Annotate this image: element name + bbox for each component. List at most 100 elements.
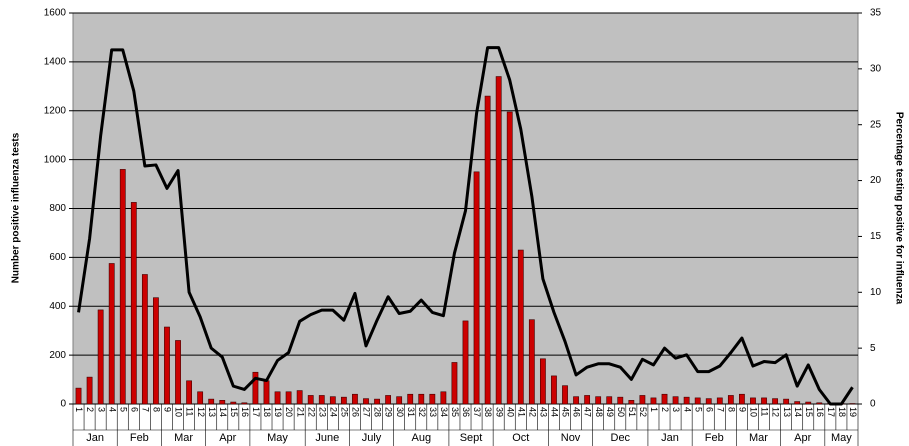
month-label: Sept bbox=[460, 432, 483, 444]
bar bbox=[551, 375, 557, 405]
y-tick-label: 200 bbox=[49, 350, 66, 361]
bar bbox=[573, 396, 579, 405]
y-tick-label: 800 bbox=[49, 203, 66, 214]
bar bbox=[186, 380, 192, 405]
x-tick-label: 40 bbox=[505, 407, 515, 417]
x-tick-label: 33 bbox=[428, 407, 438, 417]
bar bbox=[208, 398, 215, 405]
bar bbox=[539, 358, 546, 405]
x-tick-label: 16 bbox=[815, 407, 825, 417]
x-tick-label: 14 bbox=[793, 407, 803, 417]
bar bbox=[606, 396, 613, 405]
x-tick-label: 8 bbox=[726, 407, 736, 412]
bar bbox=[363, 398, 369, 405]
x-tick-label: 1 bbox=[649, 407, 659, 412]
y-tick-label: 400 bbox=[49, 301, 66, 312]
bar bbox=[263, 380, 270, 405]
bar bbox=[219, 400, 226, 405]
x-tick-label: 19 bbox=[848, 407, 858, 417]
y-tick-label: 1200 bbox=[44, 105, 67, 116]
x-tick-label: 15 bbox=[229, 407, 239, 417]
bar bbox=[739, 393, 745, 405]
bar bbox=[761, 397, 767, 405]
x-tick-label: 18 bbox=[837, 407, 847, 417]
bar bbox=[451, 362, 458, 405]
x-tick-label: 27 bbox=[362, 407, 372, 417]
bar bbox=[495, 76, 502, 405]
x-tick-label: 12 bbox=[771, 407, 781, 417]
x-tick-label: 25 bbox=[340, 407, 350, 417]
bar bbox=[484, 95, 491, 405]
x-tick-label: 31 bbox=[406, 407, 416, 417]
x-tick-label: 32 bbox=[417, 407, 427, 417]
x-tick-label: 50 bbox=[616, 407, 626, 417]
x-tick-label: 3 bbox=[671, 407, 681, 412]
x-tick-label: 49 bbox=[605, 407, 615, 417]
bar bbox=[141, 274, 148, 405]
x-tick-label: 20 bbox=[284, 407, 294, 417]
y2-tick-label: 30 bbox=[870, 63, 882, 74]
x-tick-label: 17 bbox=[826, 407, 836, 417]
x-tick-label: 13 bbox=[782, 407, 792, 417]
bar bbox=[274, 391, 281, 405]
month-label: Apr bbox=[794, 432, 811, 444]
bar bbox=[230, 401, 237, 405]
x-tick-label: 4 bbox=[682, 407, 692, 412]
bar bbox=[683, 396, 690, 405]
bar bbox=[672, 396, 679, 405]
x-tick-label: 44 bbox=[550, 407, 560, 417]
bar bbox=[440, 391, 447, 405]
bar bbox=[783, 398, 790, 405]
month-label: Mar bbox=[749, 432, 768, 444]
y-tick-label: 1000 bbox=[44, 154, 67, 165]
x-tick-label: 43 bbox=[539, 407, 549, 417]
bar bbox=[307, 395, 314, 405]
month-label: Nov bbox=[561, 432, 581, 444]
x-tick-label: 15 bbox=[804, 407, 814, 417]
month-label: Feb bbox=[705, 432, 724, 444]
x-tick-label: 9 bbox=[163, 407, 173, 412]
x-tick-label: 16 bbox=[240, 407, 250, 417]
bar bbox=[241, 402, 248, 405]
y2-tick-label: 35 bbox=[870, 8, 882, 19]
month-label: Oct bbox=[512, 432, 529, 444]
x-tick-label: 10 bbox=[174, 407, 184, 417]
y-tick-label: 600 bbox=[49, 252, 66, 263]
y2-tick-label: 25 bbox=[870, 119, 882, 130]
x-tick-label: 52 bbox=[638, 407, 648, 417]
x-tick-label: 36 bbox=[461, 407, 471, 417]
bar bbox=[197, 391, 204, 405]
x-tick-label: 35 bbox=[450, 407, 460, 417]
bar bbox=[374, 398, 380, 405]
x-tick-label: 9 bbox=[738, 407, 748, 412]
x-tick-label: 17 bbox=[251, 407, 261, 417]
x-tick-label: 45 bbox=[561, 407, 571, 417]
x-tick-label: 3 bbox=[96, 407, 106, 412]
x-tick-label: 46 bbox=[572, 407, 582, 417]
x-tick-label: 39 bbox=[494, 407, 504, 417]
bar bbox=[661, 393, 668, 405]
bar bbox=[772, 398, 778, 405]
x-tick-label: 4 bbox=[107, 407, 117, 412]
x-tick-label: 19 bbox=[273, 407, 283, 417]
bar bbox=[473, 171, 480, 405]
bar bbox=[340, 396, 347, 405]
y2-axis-title: Percentage testing positive for influenz… bbox=[893, 112, 904, 305]
x-tick-label: 30 bbox=[395, 407, 405, 417]
x-tick-label: 24 bbox=[328, 407, 338, 417]
x-tick-label: 6 bbox=[129, 407, 139, 412]
bar bbox=[130, 202, 137, 405]
x-tick-label: 41 bbox=[516, 407, 526, 417]
bar bbox=[119, 169, 126, 405]
x-tick-label: 7 bbox=[715, 407, 725, 412]
x-tick-label: 11 bbox=[760, 407, 770, 416]
x-tick-label: 21 bbox=[295, 407, 305, 417]
bar bbox=[75, 387, 82, 405]
x-tick-label: 48 bbox=[594, 407, 604, 417]
month-label: Dec bbox=[611, 432, 631, 444]
bar bbox=[108, 263, 115, 405]
x-tick-label: 26 bbox=[351, 407, 361, 417]
x-tick-label: 2 bbox=[85, 407, 95, 412]
y-tick-label: 0 bbox=[60, 399, 66, 410]
